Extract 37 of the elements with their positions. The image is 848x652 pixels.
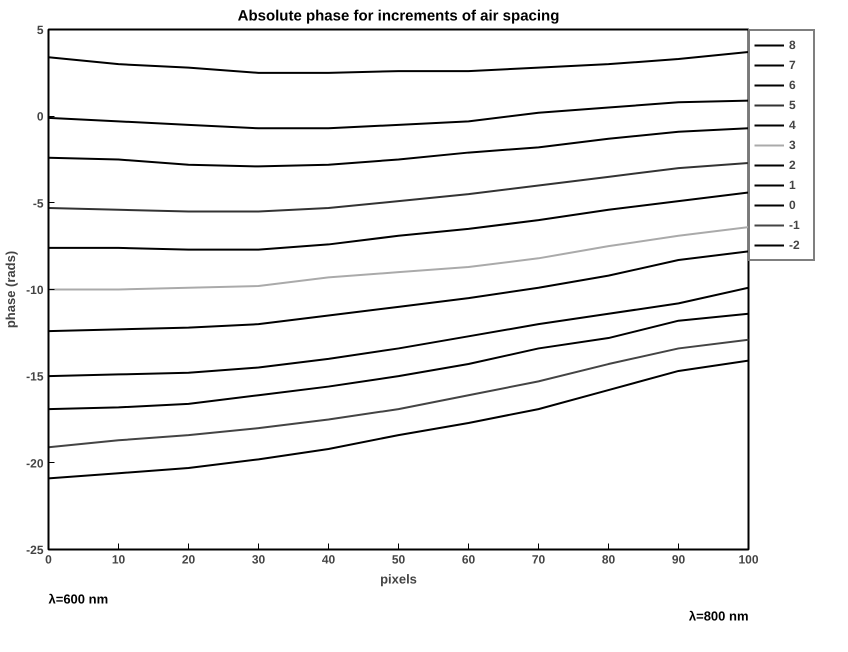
legend-label: 3	[789, 138, 797, 152]
legend-label: -2	[789, 238, 801, 252]
legend-label: -1	[789, 218, 801, 232]
x-tick-label: 100	[738, 552, 759, 566]
y-tick-label: -20	[26, 456, 44, 470]
legend-label: 0	[789, 198, 797, 212]
x-tick-label: 0	[45, 552, 52, 566]
legend-label: 6	[789, 78, 797, 92]
line-series	[48, 162, 748, 212]
y-tick-label: -15	[26, 370, 44, 384]
x-tick-label: 70	[532, 552, 546, 566]
x-tick-label: 10	[112, 552, 126, 566]
legend-label: 1	[789, 178, 797, 192]
x-tick-label: 30	[252, 552, 266, 566]
legend-label: 4	[789, 118, 797, 132]
x-tick-label: 60	[462, 552, 476, 566]
x-tick-label: 50	[392, 552, 406, 566]
x-tick-label: 80	[602, 552, 616, 566]
y-tick-label: -5	[32, 196, 44, 210]
text: λ=600 nm	[48, 592, 108, 606]
legend-label: 2	[789, 158, 797, 172]
legend-label: 5	[789, 98, 797, 112]
y-tick-label: 5	[36, 23, 44, 37]
y-tick-label: 0	[36, 110, 44, 124]
y-tick-label: -10	[26, 283, 44, 297]
line-series	[48, 338, 748, 448]
x-tick-label: 40	[322, 552, 336, 566]
x-tick-label: 90	[672, 552, 686, 566]
text: λ=800 nm	[688, 608, 748, 624]
chart-title: Absolute phase for increments of air spacing	[238, 8, 560, 24]
legend-label: 8	[789, 38, 797, 52]
y-axis-title: phase (rads)	[3, 250, 18, 328]
legend-label: 7	[789, 58, 797, 72]
y-tick-label: -25	[26, 543, 44, 557]
x-tick-label: 20	[182, 552, 196, 566]
x-axis-title: pixels	[380, 572, 417, 586]
line-series	[48, 226, 748, 290]
